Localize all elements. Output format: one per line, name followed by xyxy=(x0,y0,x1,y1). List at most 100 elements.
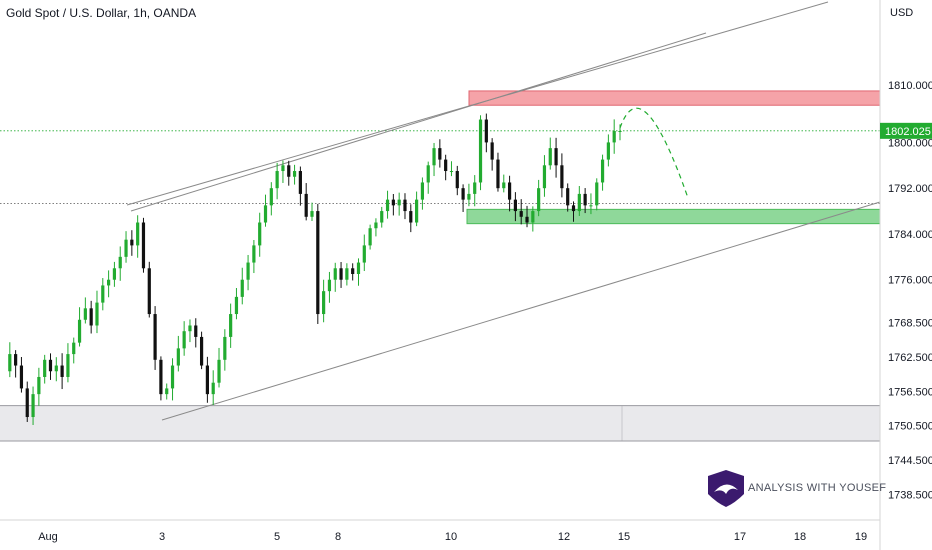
candle-body xyxy=(478,119,483,183)
candle-body xyxy=(77,319,82,343)
candle-body xyxy=(606,142,610,160)
lower-box xyxy=(0,405,880,442)
candle-body xyxy=(595,182,599,206)
candle-body xyxy=(548,148,552,166)
candle-body xyxy=(455,171,459,189)
resistance-zone xyxy=(468,90,881,106)
x-tick-label: 18 xyxy=(794,531,806,543)
channel-lower-line xyxy=(161,201,881,421)
y-tick-label: 1768.500 xyxy=(888,318,932,330)
candle-body xyxy=(432,148,436,166)
candle-body xyxy=(176,348,180,366)
candle-body xyxy=(25,388,29,418)
candle-body xyxy=(426,165,430,183)
candle-body xyxy=(153,314,157,360)
candle-body xyxy=(554,148,558,166)
y-tick-label: 1792.000 xyxy=(888,183,932,195)
candle-body xyxy=(385,199,390,212)
x-tick-label: 12 xyxy=(558,531,570,543)
candle-body xyxy=(542,165,547,189)
candle-body xyxy=(449,171,454,173)
candle-body xyxy=(229,314,233,337)
candle-body xyxy=(101,285,105,303)
y-tick-label: 1762.500 xyxy=(888,352,932,364)
candle-body xyxy=(600,159,605,183)
candle-body xyxy=(333,268,337,280)
candle-body xyxy=(83,308,87,320)
candle-body xyxy=(531,211,535,223)
candle-body xyxy=(199,336,204,366)
candle-body xyxy=(170,365,175,389)
x-tick-label: 3 xyxy=(159,531,165,543)
projection-arc xyxy=(619,107,689,199)
candle-body xyxy=(322,291,326,315)
candle-body xyxy=(258,222,262,246)
candle-body xyxy=(165,388,169,395)
watermark: ANALYSIS WITH YOUSEF xyxy=(708,470,886,507)
candle-body xyxy=(461,188,465,200)
candle-body xyxy=(205,365,209,395)
y-tick-label: 1800.000 xyxy=(888,137,932,149)
candle-body xyxy=(496,159,500,189)
candle-body xyxy=(438,148,442,160)
candle-body xyxy=(537,188,541,212)
candle-body xyxy=(263,205,268,223)
candle-body xyxy=(362,245,366,263)
candle-body xyxy=(356,262,361,274)
candle-body xyxy=(246,262,250,280)
candle-body xyxy=(525,216,529,223)
candle-body xyxy=(43,359,47,377)
candle-body xyxy=(368,228,372,246)
candle-body xyxy=(95,302,99,326)
candle-body xyxy=(519,211,523,217)
candle-body xyxy=(14,354,18,366)
x-tick-label: 5 xyxy=(274,531,280,543)
candle-body xyxy=(589,205,593,207)
candle-body xyxy=(490,142,494,160)
candle-body xyxy=(409,211,413,223)
candle-body xyxy=(19,365,24,389)
zone-layer xyxy=(0,90,881,442)
candle-body xyxy=(159,359,163,395)
candle-body xyxy=(351,268,355,274)
candle-body xyxy=(566,188,570,206)
candle-body xyxy=(223,336,227,360)
candle-body xyxy=(507,182,512,200)
candle-body xyxy=(327,279,332,292)
y-tick-label: 1750.500 xyxy=(888,421,932,433)
x-tick-label: 15 xyxy=(618,531,630,543)
candle-body xyxy=(194,325,198,337)
candle-body xyxy=(31,394,35,418)
y-tick-label: 1756.500 xyxy=(888,386,932,398)
candle-body xyxy=(37,376,41,395)
y-tick-label: 1810.000 xyxy=(888,80,932,92)
candle-body xyxy=(217,359,221,383)
candle-body xyxy=(339,268,343,280)
x-tick-label: 19 xyxy=(855,531,867,543)
candle-body xyxy=(397,199,401,206)
candle-body xyxy=(467,193,471,200)
candle-body xyxy=(136,222,140,246)
x-tick-label: Aug xyxy=(38,531,58,543)
candle-body xyxy=(66,354,70,377)
candle-body xyxy=(8,354,12,372)
candle-body xyxy=(124,239,128,257)
candle-body xyxy=(612,130,616,143)
candle-body xyxy=(107,279,111,286)
candle-body xyxy=(60,365,64,377)
candle-body xyxy=(130,239,134,246)
candle-body xyxy=(72,342,76,355)
candle-body xyxy=(571,205,576,212)
candle-body xyxy=(48,359,53,372)
candle-body xyxy=(118,256,122,269)
candle-body xyxy=(147,268,151,315)
y-tick-label: 1738.500 xyxy=(888,489,932,501)
candle-body xyxy=(182,331,186,349)
candle-body xyxy=(234,296,239,315)
y-tick-label: 1744.500 xyxy=(888,455,932,467)
candle-body xyxy=(380,211,384,223)
watermark-text: ANALYSIS WITH YOUSEF xyxy=(748,482,886,494)
candle-body xyxy=(298,171,302,194)
